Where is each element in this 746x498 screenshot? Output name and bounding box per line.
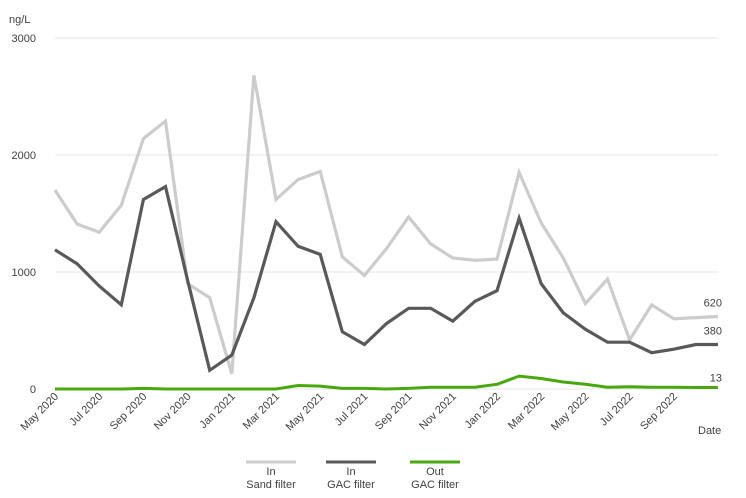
y-tick-label-0: 0 bbox=[30, 384, 36, 396]
x-tick-label-9: Nov 2021 bbox=[417, 391, 459, 433]
x-tick-label-4: Jan 2021 bbox=[197, 391, 237, 431]
x-tick-label-5: Mar 2021 bbox=[241, 391, 282, 432]
x-tick-label-11: Mar 2022 bbox=[506, 391, 547, 432]
series-end-label-0: 620 bbox=[704, 297, 722, 309]
series-line-1 bbox=[54, 184, 718, 373]
y-tick-label-2000: 2000 bbox=[12, 150, 36, 162]
y-axis-ticks: 0 1000 2000 3000 bbox=[12, 33, 36, 396]
x-tick-label-13: Jul 2022 bbox=[598, 391, 636, 429]
x-tick-label-14: Sep 2022 bbox=[638, 391, 680, 433]
legend-label-1-line1: In bbox=[346, 466, 355, 478]
legend-label-2-line1: Out bbox=[426, 466, 444, 478]
x-tick-label-7: Jul 2021 bbox=[333, 391, 371, 429]
grid-lines bbox=[55, 37, 718, 390]
x-axis-title: Date bbox=[698, 425, 721, 437]
x-tick-label-10: Jan 2022 bbox=[463, 391, 503, 431]
x-tick-label-2: Sep 2020 bbox=[108, 391, 150, 433]
x-tick-label-6: May 2021 bbox=[284, 391, 327, 434]
legend-label-2-line2: GAC filter bbox=[411, 479, 459, 491]
x-tick-label-0: May 2020 bbox=[18, 391, 61, 434]
x-tick-label-12: May 2022 bbox=[549, 391, 592, 434]
x-tick-label-1: Jul 2020 bbox=[67, 391, 105, 429]
series-end-labels: 620 380 13 bbox=[704, 297, 722, 384]
y-axis-unit-label: ng/L bbox=[9, 14, 30, 26]
series-line-2 bbox=[55, 374, 718, 391]
legend-label-1-line2: GAC filter bbox=[327, 479, 375, 491]
x-tick-label-3: Nov 2020 bbox=[152, 391, 194, 433]
legend-label-0-line2: Sand filter bbox=[246, 479, 296, 491]
series-lines bbox=[53, 75, 719, 391]
x-tick-label-8: Sep 2021 bbox=[373, 391, 415, 433]
x-axis-ticks: May 2020 Jul 2020 Sep 2020 Nov 2020 Jan 2021… bbox=[18, 391, 679, 434]
series-line-0 bbox=[53, 75, 719, 375]
series-end-label-2: 13 bbox=[710, 372, 722, 384]
y-tick-label-3000: 3000 bbox=[12, 33, 36, 45]
series-end-label-1: 380 bbox=[704, 326, 722, 338]
legend-label-0-line1: In bbox=[266, 466, 275, 478]
y-tick-label-1000: 1000 bbox=[12, 267, 36, 279]
